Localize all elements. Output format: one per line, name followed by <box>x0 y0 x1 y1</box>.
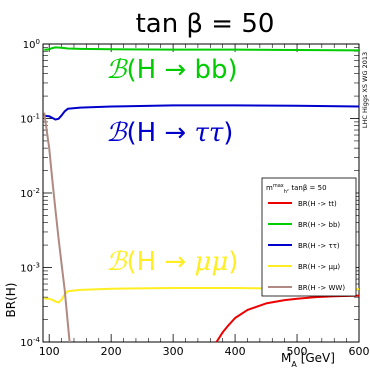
side-label: LHC Higgs XS WG 2013 <box>361 52 369 128</box>
series-line-br-h-ww <box>43 112 71 343</box>
y-tick-label: 100 <box>23 38 40 51</box>
legend-entry-label: BR(H -> WW) <box>298 284 345 292</box>
legend: mmaxh, tanβ = 50 BR(H -> tt)BR(H -> bb)B… <box>261 177 357 297</box>
series-line-br-h-bb <box>44 46 360 52</box>
series-line-br-h-tt <box>215 294 360 343</box>
legend-entry-label: BR(H -> μμ) <box>298 263 340 271</box>
legend-entry-label: BR(H -> tt) <box>298 200 337 208</box>
y-tick-label: 10-3 <box>20 262 40 275</box>
legend-entry-label: BR(H -> bb) <box>298 221 340 229</box>
x-tick-label: 400 <box>225 345 246 358</box>
annotation-tautau: ℬ(H → ττ) <box>106 118 233 148</box>
x-tick-label: 200 <box>101 345 122 358</box>
annotation-bb: ℬ(H → bb) <box>106 55 238 85</box>
annotation-mumu: ℬ(H → μμ) <box>106 247 238 277</box>
legend-box <box>261 177 357 297</box>
y-tick-label: 10-1 <box>20 113 40 126</box>
series-layer <box>43 46 360 343</box>
y-tick-label: 10-2 <box>20 187 40 200</box>
chart-title: tan β = 50 <box>136 9 275 39</box>
y-tick-label: 10-4 <box>20 336 40 349</box>
x-tick-label: 300 <box>163 345 184 358</box>
x-axis-label: MA [GeV] <box>281 351 335 368</box>
x-tick-label: 500 <box>287 345 308 358</box>
series-line-br-h <box>43 104 360 121</box>
x-tick-label: 600 <box>349 345 370 358</box>
y-axis-label: BR(H) <box>4 283 18 318</box>
x-tick-label: 100 <box>39 345 60 358</box>
legend-entry-label: BR(H -> ττ) <box>298 242 340 250</box>
